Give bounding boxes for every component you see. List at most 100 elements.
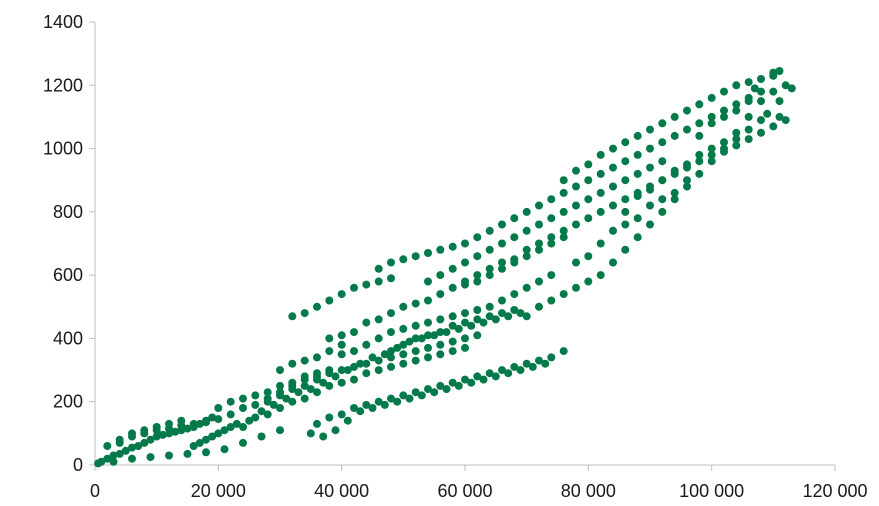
- scatter-point: [214, 415, 223, 424]
- y-tick-label: 200: [53, 392, 83, 412]
- scatter-point: [769, 87, 778, 96]
- scatter-point: [436, 290, 445, 299]
- scatter-point: [325, 413, 334, 422]
- scatter-point: [251, 400, 260, 409]
- scatter-point: [306, 385, 315, 394]
- scatter-point: [467, 321, 476, 330]
- scatter-point: [535, 277, 543, 286]
- scatter-point: [658, 157, 667, 166]
- scatter-point: [535, 356, 543, 365]
- scatter-point: [411, 356, 420, 365]
- scatter-point: [325, 381, 334, 390]
- scatter-point: [498, 264, 506, 273]
- y-tick-label: 800: [53, 202, 83, 222]
- scatter-point: [522, 245, 531, 254]
- scatter-point: [399, 324, 408, 333]
- scatter-point: [473, 277, 482, 286]
- scatter-point: [405, 394, 414, 403]
- scatter-point: [387, 353, 395, 362]
- scatter-point: [485, 226, 494, 235]
- scatter-point: [535, 201, 543, 210]
- x-tick-label: 100 000: [679, 481, 744, 501]
- scatter-point: [572, 166, 580, 175]
- scatter-point: [387, 309, 395, 318]
- x-tick-label: 120 000: [802, 481, 867, 501]
- scatter-point: [288, 312, 297, 321]
- scatter-point: [485, 264, 494, 273]
- scatter-point: [572, 220, 580, 229]
- scatter-point: [707, 150, 716, 159]
- scatter-point: [609, 144, 617, 153]
- scatter-point: [559, 290, 568, 299]
- scatter-point: [757, 87, 765, 96]
- scatter-point: [288, 381, 297, 390]
- y-tick-label: 600: [53, 265, 83, 285]
- scatter-point: [596, 150, 605, 159]
- scatter-point: [744, 112, 753, 121]
- scatter-point: [683, 125, 691, 134]
- scatter-point: [707, 144, 716, 153]
- scatter-point: [220, 426, 229, 435]
- scatter-point: [473, 233, 482, 242]
- scatter-point: [306, 429, 315, 438]
- scatter-point: [522, 312, 531, 321]
- scatter-point: [448, 242, 457, 251]
- scatter-point: [535, 239, 543, 248]
- scatter-point: [109, 451, 118, 460]
- scatter-point: [510, 362, 519, 371]
- scatter-point: [374, 366, 383, 375]
- scatter-point: [288, 359, 297, 368]
- scatter-point: [633, 150, 642, 159]
- scatter-point: [633, 214, 642, 223]
- scatter-point: [152, 432, 161, 441]
- y-tick-label: 400: [53, 328, 83, 348]
- scatter-point: [491, 372, 500, 381]
- scatter-point: [621, 138, 630, 147]
- scatter-point: [325, 347, 334, 356]
- scatter-point: [720, 147, 728, 156]
- scatter-point: [757, 97, 765, 106]
- scatter-point: [485, 302, 494, 311]
- scatter-point: [214, 429, 223, 438]
- scatter-point: [744, 93, 753, 102]
- scatter-point: [269, 400, 278, 409]
- scatter-point: [263, 388, 272, 397]
- scatter-point: [646, 201, 654, 210]
- scatter-point: [350, 375, 358, 384]
- scatter-point: [448, 378, 457, 387]
- scatter-point: [189, 442, 198, 450]
- scatter-point: [621, 157, 630, 166]
- scatter-point: [683, 182, 691, 191]
- scatter-point: [343, 416, 352, 425]
- scatter-point: [146, 453, 155, 462]
- scatter-point: [140, 429, 149, 438]
- scatter-point: [251, 391, 260, 400]
- scatter-point: [547, 271, 556, 280]
- scatter-point: [220, 445, 229, 454]
- scatter-point: [436, 245, 445, 254]
- scatter-point: [522, 207, 531, 216]
- scatter-point: [442, 385, 451, 394]
- scatter-point: [183, 424, 192, 433]
- scatter-point: [646, 144, 654, 153]
- scatter-point: [380, 350, 389, 359]
- scatter-point: [646, 125, 654, 134]
- scatter-point: [522, 283, 531, 292]
- scatter-point: [239, 423, 247, 431]
- scatter-point: [670, 169, 679, 178]
- scatter-point: [609, 258, 617, 267]
- scatter-point: [473, 372, 482, 381]
- scatter-point: [584, 176, 593, 185]
- scatter-point: [417, 391, 426, 400]
- scatter-point: [387, 347, 395, 356]
- scatter-point: [596, 169, 605, 178]
- scatter-point: [424, 277, 432, 286]
- scatter-point: [343, 366, 352, 375]
- scatter-point: [695, 169, 704, 178]
- scatter-point: [683, 106, 691, 115]
- scatter-point: [195, 438, 204, 447]
- scatter-point: [461, 239, 469, 248]
- scatter-point: [158, 430, 167, 439]
- scatter-point: [276, 426, 284, 435]
- scatter-point: [670, 131, 679, 140]
